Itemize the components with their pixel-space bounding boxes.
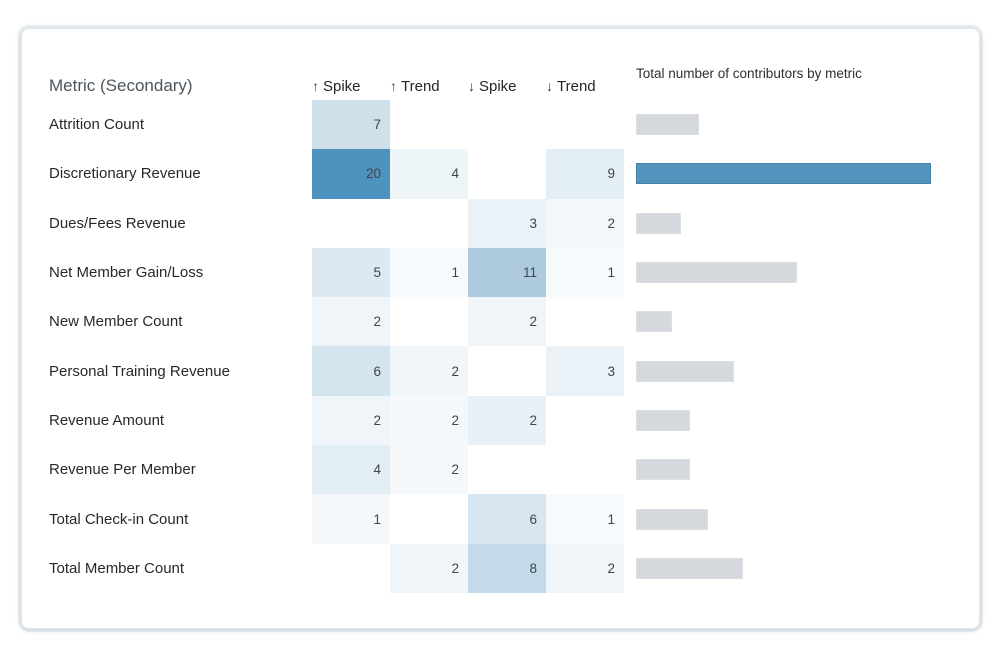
contributor-bar[interactable] xyxy=(636,459,690,481)
bar-row xyxy=(636,149,956,198)
bar-row xyxy=(636,544,956,593)
contributor-bar[interactable] xyxy=(636,114,699,136)
contributor-bar[interactable] xyxy=(636,163,931,185)
heatmap-cell xyxy=(546,445,624,494)
column-header-label: Spike xyxy=(323,78,361,95)
metric-label: Total Member Count xyxy=(49,559,185,577)
metric-label: Personal Training Revenue xyxy=(49,362,230,380)
bar-row xyxy=(636,297,956,346)
heatmap-cell[interactable]: 2 xyxy=(390,543,468,593)
metric-label: Attrition Count xyxy=(49,116,145,134)
heatmap-cell[interactable]: 1 xyxy=(312,494,390,544)
contributor-bar[interactable] xyxy=(636,557,743,579)
heatmap-cell[interactable]: 2 xyxy=(468,395,546,446)
heatmap-cell xyxy=(546,100,624,149)
contributor-bar[interactable] xyxy=(636,409,690,431)
heatmap-cell xyxy=(546,297,624,346)
anomaly-summary-card: Metric (Secondary) ↑ Spike ↑ Trend ↓ Spike ↓ Tr… xyxy=(21,28,980,629)
bar-row xyxy=(636,199,956,248)
heatmap-cell[interactable]: 6 xyxy=(312,346,390,396)
column-header-label: Trend xyxy=(401,78,440,95)
heatmap-cell[interactable]: 2 xyxy=(546,198,624,248)
table-title: Metric (Secondary) xyxy=(49,76,193,95)
heatmap-cell[interactable]: 8 xyxy=(468,543,546,593)
column-header-down-spike: ↓ Spike xyxy=(468,73,546,99)
heatmap-cell[interactable]: 11 xyxy=(468,247,546,298)
contributor-bar[interactable] xyxy=(636,262,797,284)
contributor-bar[interactable] xyxy=(636,212,681,234)
contributor-bar[interactable] xyxy=(636,311,672,333)
heatmap-cell[interactable]: 2 xyxy=(546,543,624,593)
metric-label: Total Check-in Count xyxy=(49,510,189,528)
metric-label-column: Attrition Count Discretionary Revenue Dues… xyxy=(49,100,309,593)
metric-label: New Member Count xyxy=(49,313,183,331)
heatmap-cell[interactable]: 2 xyxy=(390,445,468,495)
bar-row xyxy=(636,445,956,494)
heatmap-cell[interactable]: 7 xyxy=(312,100,390,150)
heatmap-cell[interactable]: 2 xyxy=(312,395,390,446)
heatmap-cell[interactable]: 3 xyxy=(468,198,546,248)
heatmap-cell[interactable]: 2 xyxy=(312,297,390,347)
heatmap-cell[interactable]: 1 xyxy=(546,247,624,298)
bar-row xyxy=(636,248,956,297)
column-header-label: Trend xyxy=(557,78,596,95)
heatmap-cell xyxy=(312,199,390,248)
heatmap-cell xyxy=(468,100,546,149)
column-header-label: Spike xyxy=(479,78,517,95)
heatmap-cell xyxy=(468,346,546,395)
heatmap-cell xyxy=(468,149,546,198)
contributor-bar[interactable] xyxy=(636,360,734,382)
bar-row xyxy=(636,494,956,543)
heatmap-cell[interactable]: 1 xyxy=(390,247,468,298)
up-arrow-icon: ↑ xyxy=(390,78,397,94)
heatmap-cell[interactable]: 1 xyxy=(546,494,624,544)
heatmap-grid: 7 20 4 9 3 2 5 1 11 1 2 2 6 2 3 2 2 2 4 2 1 6 1 2 8 2 xyxy=(312,100,624,593)
column-header-up-spike: ↑ Spike xyxy=(312,73,390,99)
bar-row xyxy=(636,396,956,445)
heatmap-cell[interactable]: 6 xyxy=(468,494,546,544)
metric-label: Revenue Amount xyxy=(49,411,165,429)
bar-chart-title: Total number of contributors by metric xyxy=(636,66,862,81)
heatmap-cell[interactable]: 4 xyxy=(312,445,390,495)
heatmap-cell[interactable]: 4 xyxy=(390,149,468,199)
heatmap-cell[interactable]: 3 xyxy=(546,346,624,396)
heatmap-cell[interactable]: 2 xyxy=(468,297,546,347)
heatmap-cell xyxy=(390,199,468,248)
heatmap-cell[interactable]: 5 xyxy=(312,247,390,298)
metric-label: Dues/Fees Revenue xyxy=(49,214,186,232)
heatmap-cell xyxy=(390,297,468,346)
metric-label: Discretionary Revenue xyxy=(49,165,201,183)
heatmap-cell[interactable]: 2 xyxy=(390,395,468,446)
contributor-bar[interactable] xyxy=(636,508,708,530)
heatmap-cell[interactable]: 2 xyxy=(390,346,468,396)
down-arrow-icon: ↓ xyxy=(468,78,475,94)
up-arrow-icon: ↑ xyxy=(312,78,319,94)
bar-row xyxy=(636,100,956,149)
column-headers: ↑ Spike ↑ Trend ↓ Spike ↓ Trend xyxy=(312,73,624,99)
contributors-bar-chart xyxy=(636,100,956,593)
heatmap-cell xyxy=(468,445,546,494)
heatmap-cell[interactable]: 20 xyxy=(312,149,390,199)
heatmap-cell xyxy=(546,396,624,445)
heatmap-cell xyxy=(312,544,390,593)
heatmap-cell xyxy=(390,100,468,149)
bar-row xyxy=(636,346,956,395)
heatmap-cell[interactable]: 9 xyxy=(546,149,624,199)
column-header-up-trend: ↑ Trend xyxy=(390,73,468,99)
metric-label: Revenue Per Member xyxy=(49,461,196,479)
metric-label: Net Member Gain/Loss xyxy=(49,264,204,282)
column-header-down-trend: ↓ Trend xyxy=(546,73,624,99)
heatmap-cell xyxy=(390,494,468,543)
down-arrow-icon: ↓ xyxy=(546,78,553,94)
